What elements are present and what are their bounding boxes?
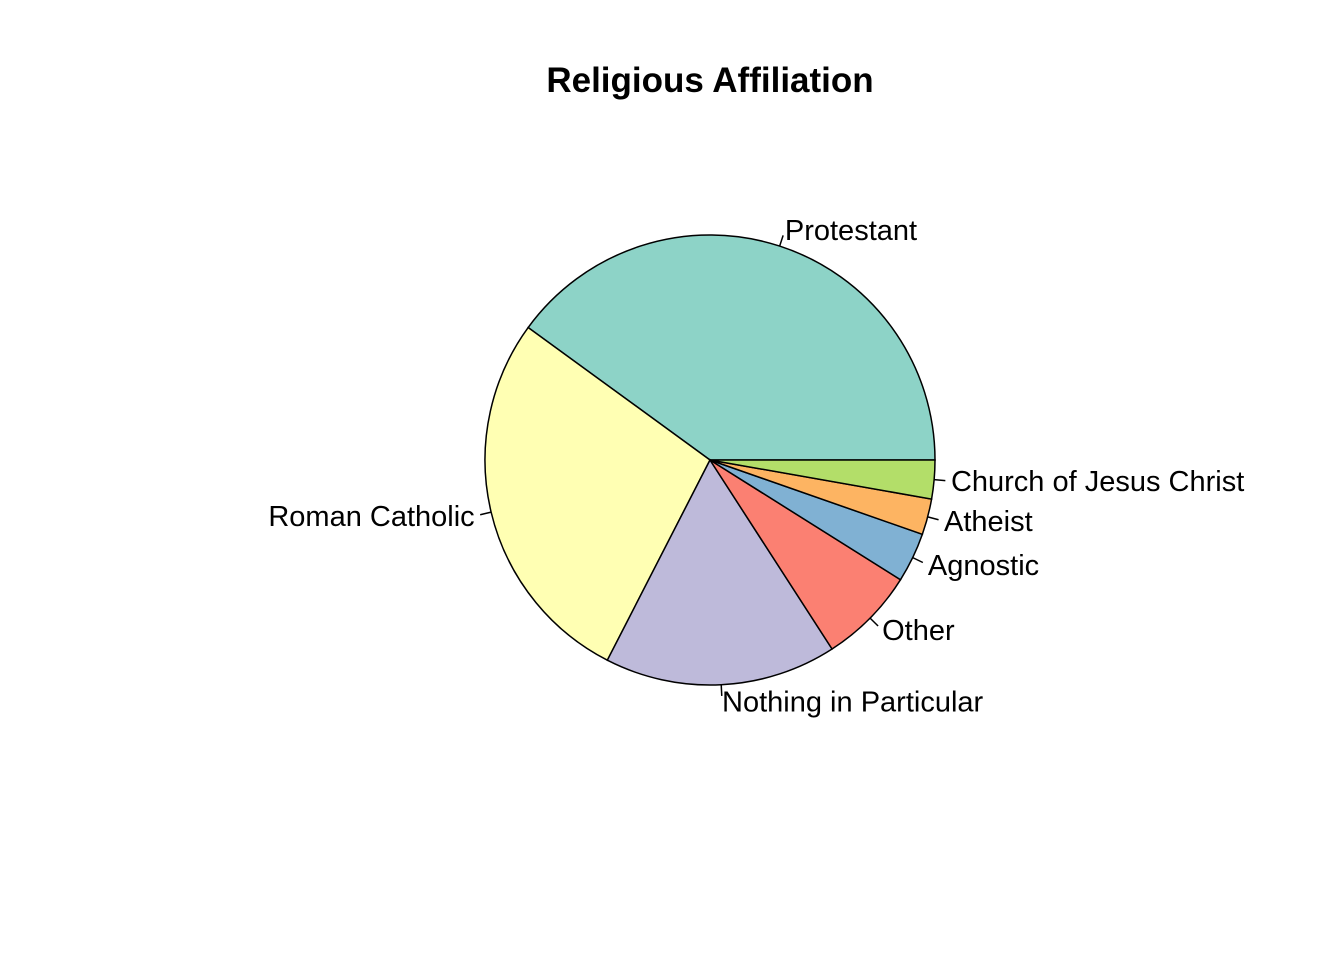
- label-tick-agnostic: [912, 556, 924, 564]
- pie-slice-nothing-in-particular: [606, 458, 834, 686]
- label-tick-nothing-in-particular: [720, 684, 723, 696]
- slice-label-agnostic: Agnostic: [928, 550, 1039, 582]
- slice-label-church-of-jesus-christ: Church of Jesus Christ: [951, 466, 1244, 498]
- slice-label-other: Other: [882, 615, 955, 647]
- label-tick-church-of-jesus-christ: [934, 478, 946, 482]
- slice-label-atheist: Atheist: [944, 506, 1033, 538]
- slice-label-nothing-in-particular: Nothing in Particular: [722, 687, 983, 719]
- label-tick-other: [869, 617, 879, 627]
- pie-slice-roman-catholic: [484, 326, 711, 662]
- slice-label-roman-catholic: Roman Catholic: [268, 501, 474, 533]
- label-tick-atheist: [927, 516, 939, 521]
- label-tick-roman-catholic: [479, 511, 492, 516]
- slice-label-protestant: Protestant: [785, 215, 917, 247]
- label-tick-protestant: [778, 235, 784, 247]
- pie-labels: Protestant Roman Catholic Nothing in Parti…: [268, 215, 1244, 719]
- pie-slices: [484, 234, 936, 686]
- chart-title: Religious Affiliation: [546, 61, 873, 100]
